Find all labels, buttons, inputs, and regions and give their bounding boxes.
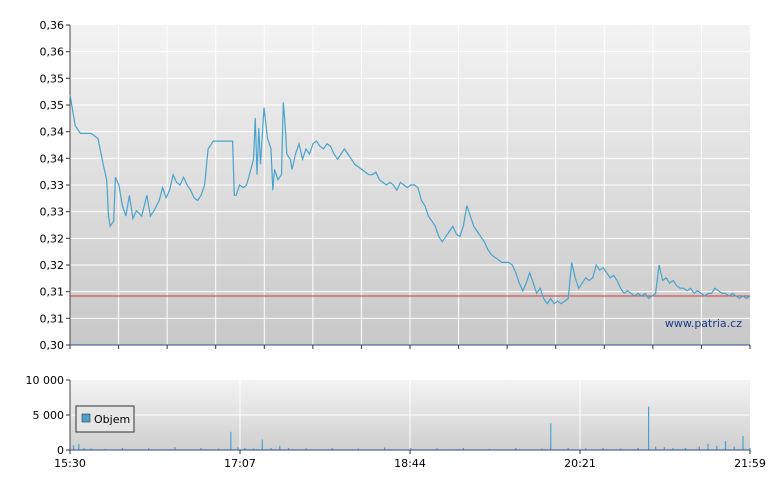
volume-plot: 10 000 5 000 0 15:30 17:07 18:44 20:21 21:59 O… <box>26 374 766 470</box>
volume-y-tick-label: 5 000 <box>33 409 65 422</box>
volume-x-axis: 15:30 17:07 18:44 20:21 21:59 <box>54 450 766 470</box>
volume-x-tick-label: 15:30 <box>54 457 86 470</box>
price-y-tick-label: 0,36 <box>40 46 65 59</box>
volume-grid <box>70 380 750 450</box>
price-y-tick-label: 0,34 <box>40 152 65 165</box>
volume-x-tick-label: 17:07 <box>224 457 256 470</box>
legend-label: Objem <box>94 413 130 426</box>
legend-swatch <box>81 413 91 423</box>
price-y-tick-label: 0,30 <box>40 339 65 352</box>
price-x-tick-marks <box>69 345 751 349</box>
volume-y-axis: 10 000 5 000 0 <box>26 374 71 457</box>
price-y-tick-label: 0,32 <box>40 259 65 272</box>
price-y-tick-label: 0,32 <box>40 232 65 245</box>
price-y-tick-label: 0,35 <box>40 72 65 85</box>
price-y-tick-label: 0,33 <box>40 179 65 192</box>
price-plot: 0,36 0,36 0,35 0,35 0,34 0,34 0,33 0,33 0,32 0,32… <box>40 19 751 352</box>
price-y-tick-label: 0,31 <box>40 312 65 325</box>
volume-y-tick-label: 0 <box>57 444 64 457</box>
volume-x-tick-label: 20:21 <box>564 457 596 470</box>
price-series-line <box>69 94 751 305</box>
legend: Objem <box>75 405 135 433</box>
price-y-tick-label: 0,33 <box>40 206 65 219</box>
price-y-tick-label: 0,36 <box>40 19 65 32</box>
watermark: www.patria.cz <box>665 317 742 330</box>
volume-y-tick-label: 10 000 <box>26 374 65 387</box>
price-y-tick-label: 0,31 <box>40 286 65 299</box>
volume-x-tick-label: 18:44 <box>394 457 426 470</box>
volume-x-tick-label: 21:59 <box>734 457 766 470</box>
price-y-axis: 0,36 0,36 0,35 0,35 0,34 0,34 0,33 0,33 0,32 0,32… <box>40 19 71 352</box>
price-y-tick-label: 0,35 <box>40 99 65 112</box>
price-grid <box>70 25 750 345</box>
price-y-tick-label: 0,34 <box>40 126 65 139</box>
